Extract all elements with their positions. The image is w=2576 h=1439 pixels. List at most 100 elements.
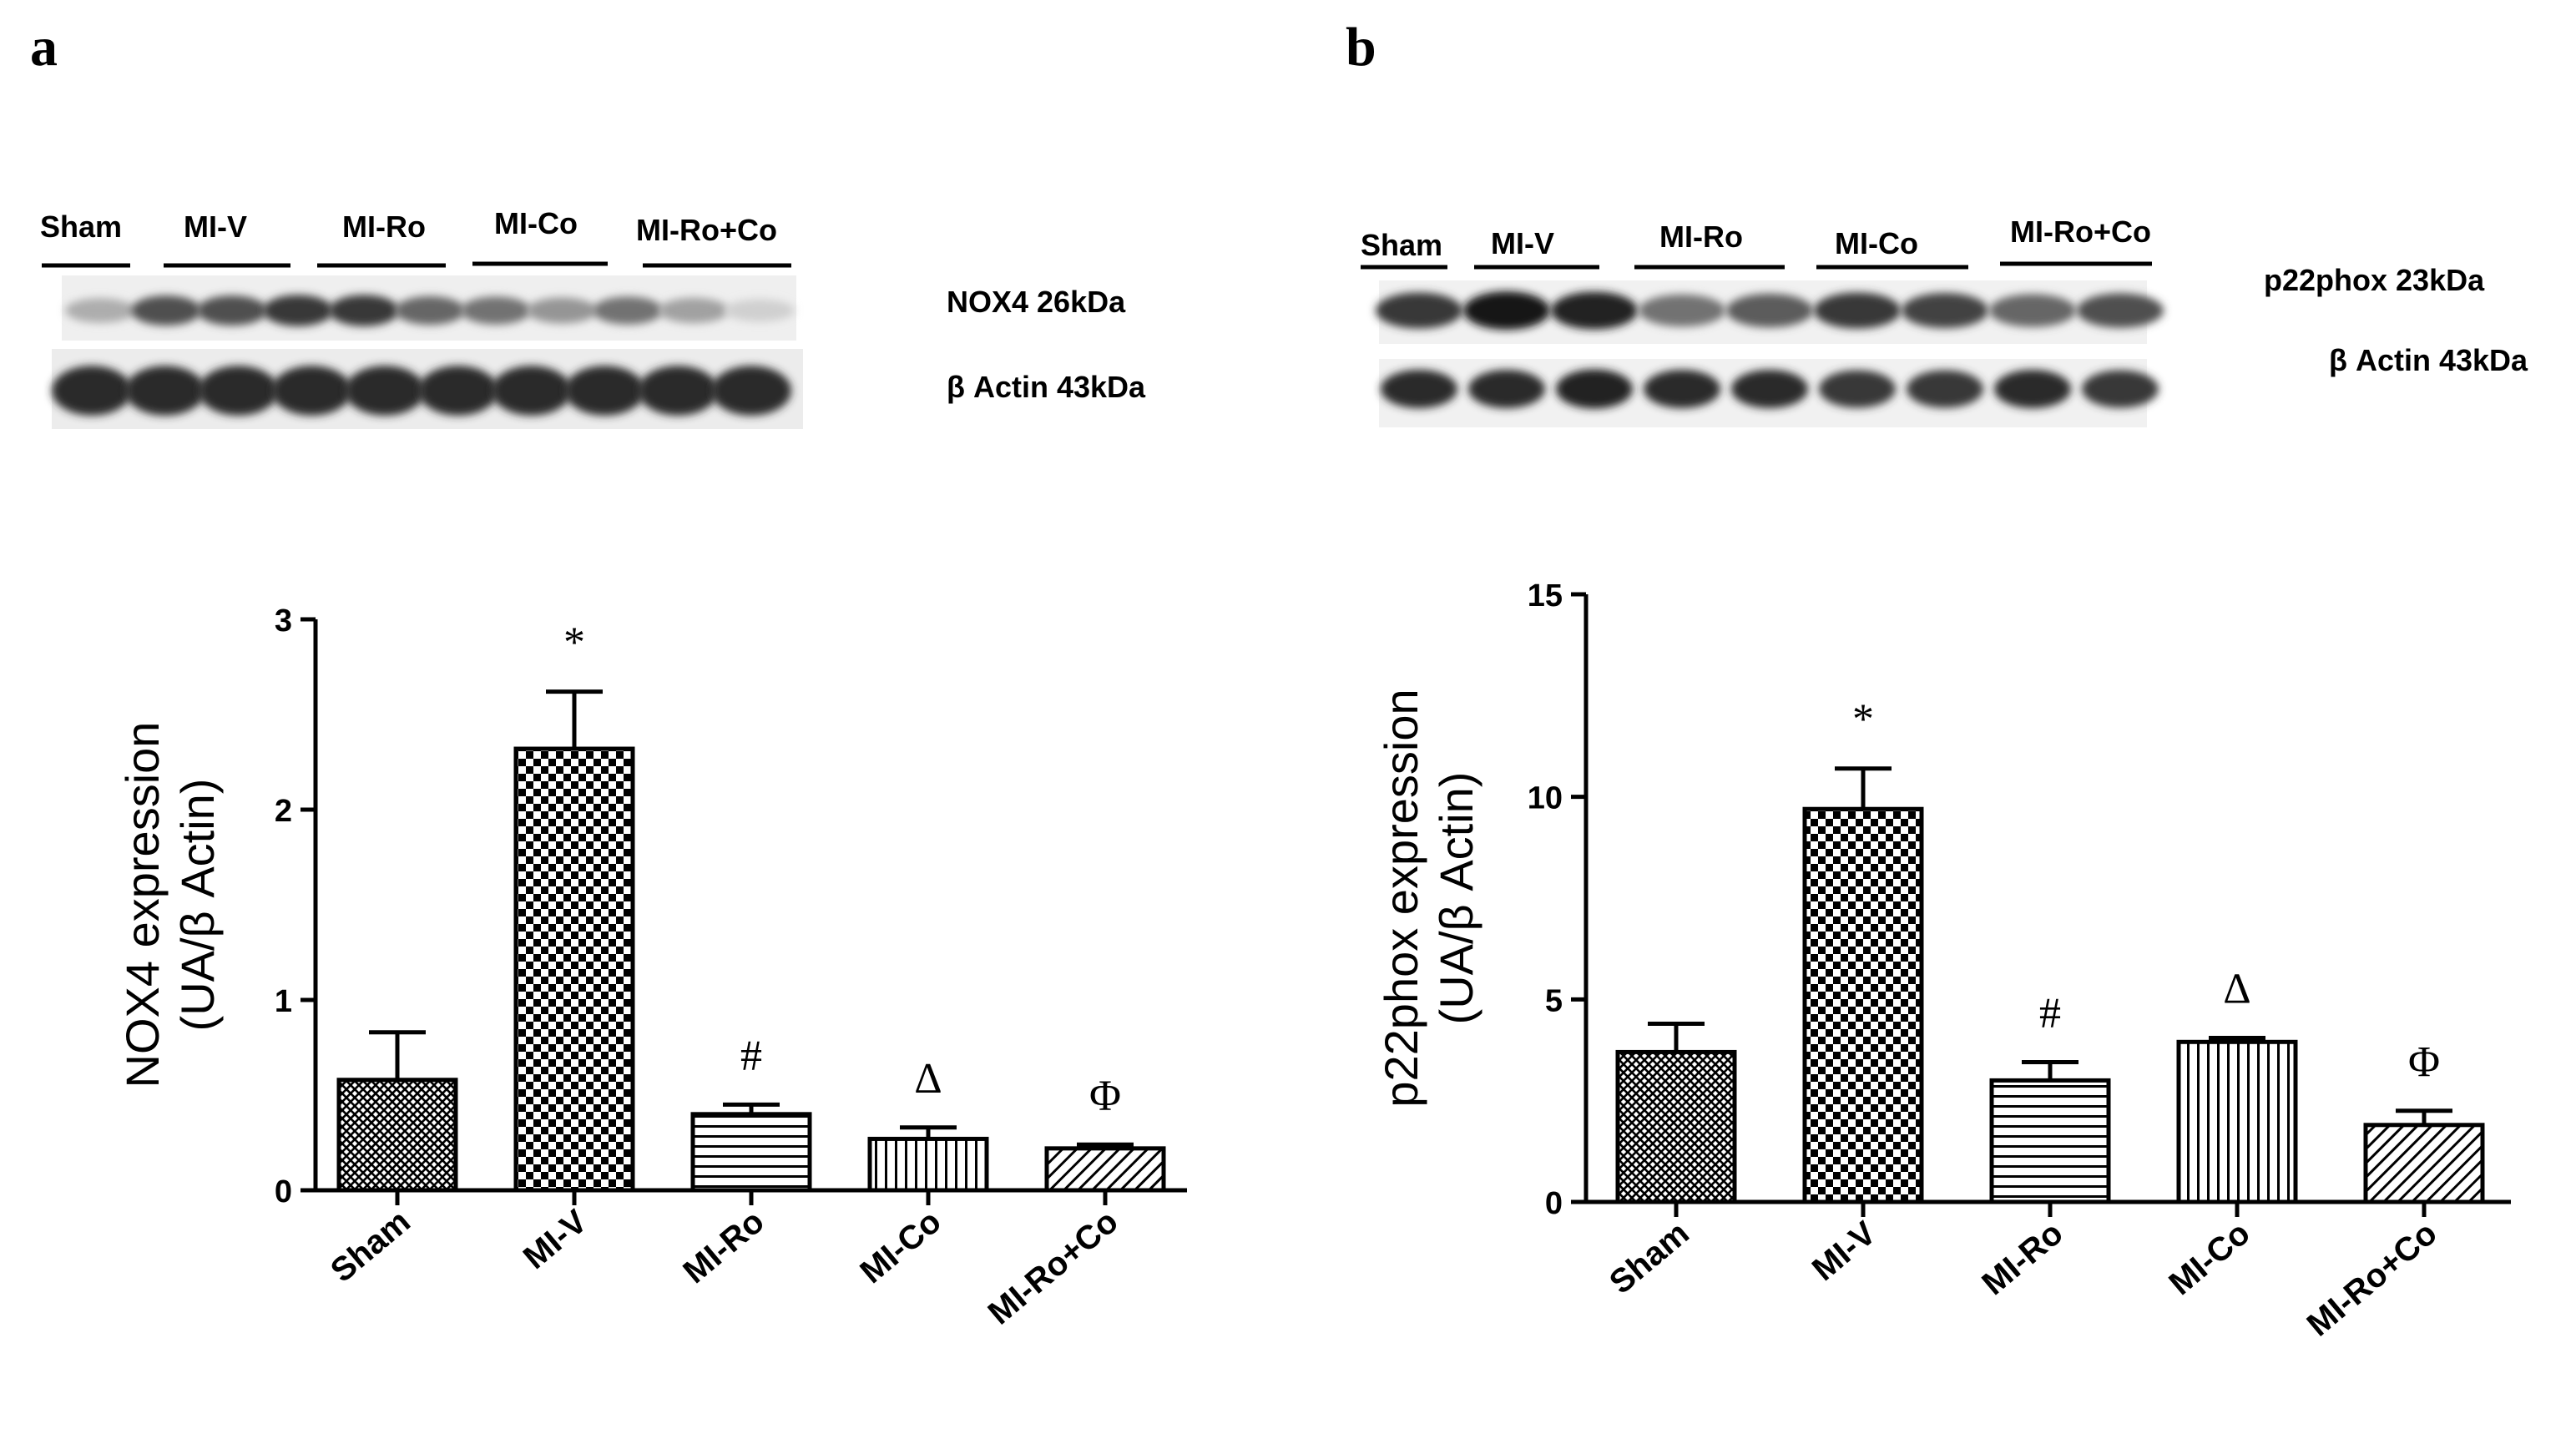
chart-a-y-title-line2: (UA/β Actin) xyxy=(171,779,224,1032)
blot-a-target-band xyxy=(197,295,267,326)
panel-b: b Sham MI-V MI-Ro MI-Co MI-Ro+Co p22phox… xyxy=(1346,17,2528,1344)
chart-b-y-tick-label: 5 xyxy=(1545,983,1563,1018)
chart-a-y-tick-label: 2 xyxy=(275,794,292,829)
blot-a-actin-bands xyxy=(52,366,791,416)
blot-a-group-sham: Sham xyxy=(40,210,122,244)
blot-b-actin-band xyxy=(1468,369,1545,409)
chart-a-sig-mi-ro: # xyxy=(740,1032,762,1079)
blot-b-actin-band xyxy=(1819,370,1896,408)
blot-a-actin-band xyxy=(345,366,426,416)
chart-b-y-title: p22phox expression (UA/β Actin) xyxy=(1375,689,1482,1107)
blot-a-target-band xyxy=(395,295,465,326)
blot-b-group-miroco: MI-Ro+Co xyxy=(2010,215,2151,249)
blot-b-actin-band xyxy=(1907,370,1983,408)
chart-a-y-tick-label: 3 xyxy=(275,603,292,639)
chart-b-sig-mi-ro-co: Φ xyxy=(2408,1038,2440,1086)
blot-b-target-band xyxy=(1551,291,1638,330)
blot-a-target-bands xyxy=(65,295,795,326)
blot-b-actin-band xyxy=(1556,369,1633,409)
blot-a-actin-band xyxy=(417,366,498,416)
blot-a-target-band xyxy=(65,298,135,323)
chart-b-bar-mi-ro xyxy=(1989,1078,2111,1204)
panel-b-letter: b xyxy=(1346,17,1376,78)
blot-b-target-band xyxy=(1376,292,1462,329)
chart-a-bar-sham xyxy=(336,1078,458,1193)
chart-b-bar-mi-co xyxy=(2176,1039,2298,1204)
chart-a-category-mi-ro: MI-Ro xyxy=(676,1203,770,1290)
blot-b-target-band xyxy=(1463,291,1550,330)
chart-b-sig-mi-ro: # xyxy=(2039,990,2061,1038)
chart-a-y-title: NOX4 expression (UA/β Actin) xyxy=(116,722,224,1088)
chart-b-category-mi-co: MI-Co xyxy=(2162,1214,2256,1302)
chart-b-y-tick-label: 10 xyxy=(1528,781,1563,816)
chart-b-category-mi-ro-co: MI-Ro+Co xyxy=(2301,1214,2444,1343)
chart-a-bar-mi-ro-co xyxy=(1044,1146,1166,1193)
chart-a-sig-mi-ro-co: Φ xyxy=(1089,1072,1121,1119)
blot-b-target-bands xyxy=(1376,291,2164,330)
blot-b-target-band xyxy=(1902,292,1988,329)
chart-a: 0 1 2 3 NOX4 expression (UA/β Actin) Sham * MI-V… xyxy=(116,603,1187,1332)
blot-a-actin-band xyxy=(198,366,279,416)
panel-a-letter: a xyxy=(30,17,58,78)
blot-a-actin-band xyxy=(271,366,352,416)
blot-a-actin-band xyxy=(564,366,645,416)
blot-a-actin-label: β Actin 43kDa xyxy=(947,370,1146,404)
chart-a-bar-mi-v xyxy=(513,746,635,1193)
blot-a-target-band xyxy=(263,295,333,326)
chart-b-y-title-line1: p22phox expression xyxy=(1375,689,1427,1107)
chart-b-sig-mi-v: * xyxy=(1852,696,1874,744)
blot-a-target-band xyxy=(659,297,729,324)
chart-b-category-mi-ro: MI-Ro xyxy=(1975,1214,2069,1302)
chart-a-category-sham: Sham xyxy=(324,1203,417,1290)
blot-a-target-band xyxy=(329,295,399,326)
blot-b-target-band xyxy=(1989,294,2076,327)
blot-a-actin-band xyxy=(124,366,205,416)
chart-b-category-sham: Sham xyxy=(1603,1214,1696,1301)
blot-b-group-miv: MI-V xyxy=(1491,226,1554,260)
blot-b-actin-label: β Actin 43kDa xyxy=(2329,343,2528,377)
chart-a-y-tick-label: 1 xyxy=(275,984,292,1019)
blot-a-target-label: NOX4 26kDa xyxy=(947,285,1126,319)
blot-b-target-band xyxy=(1814,292,1901,329)
blot-a-group-mico: MI-Co xyxy=(494,206,578,240)
chart-b-bar-mi-ro-co xyxy=(2363,1123,2485,1204)
chart-b-bar-mi-v xyxy=(1802,806,1924,1204)
blot-a-group-miv: MI-V xyxy=(184,210,247,244)
blot-a-actin-band xyxy=(491,366,572,416)
blot-a-target-band xyxy=(461,296,531,325)
chart-a-category-mi-co: MI-Co xyxy=(853,1203,947,1290)
chart-a-y-title-line1: NOX4 expression xyxy=(116,722,169,1088)
chart-a-sig-mi-v: * xyxy=(563,619,585,667)
chart-a-bar-mi-ro xyxy=(690,1112,812,1193)
blot-b-actin-band xyxy=(2082,370,2159,408)
blot-a-group-miro: MI-Ro xyxy=(342,210,426,244)
chart-a-bar-mi-co xyxy=(867,1136,989,1193)
blot-b-target-band xyxy=(1639,294,1725,327)
blot-b-target-label: p22phox 23kDa xyxy=(2264,263,2485,297)
blot-b-group-mico: MI-Co xyxy=(1835,226,1918,260)
blot-b-actin-band xyxy=(1381,369,1457,409)
blot-a-actin-band xyxy=(638,366,719,416)
panel-b-blot: Sham MI-V MI-Ro MI-Co MI-Ro+Co p22phox 2… xyxy=(1361,215,2528,427)
panel-a-blot: Sham MI-V MI-Ro MI-Co MI-Ro+Co NOX4 26kD… xyxy=(40,206,1146,429)
chart-a-category-mi-ro-co: MI-Ro+Co xyxy=(982,1203,1125,1331)
blot-b-actin-band xyxy=(1994,369,2071,409)
blot-b-actin-bands xyxy=(1381,369,2159,409)
blot-b-group-sham: Sham xyxy=(1361,228,1442,262)
chart-b-y-tick-label: 0 xyxy=(1545,1186,1563,1221)
blot-b-target-band xyxy=(2077,293,2164,328)
chart-b-bar-sham xyxy=(1615,1049,1737,1204)
panel-a: a Sham MI-V MI-Ro MI-Co MI-Ro+Co NOX4 26… xyxy=(30,17,1187,1332)
chart-b-y-tick-label: 15 xyxy=(1528,578,1563,613)
blot-b-target-band xyxy=(1726,293,1813,328)
chart-b-category-mi-v: MI-V xyxy=(1806,1214,1883,1288)
blot-a-target-band xyxy=(593,296,663,325)
blot-a-group-miroco: MI-Ro+Co xyxy=(636,213,777,247)
chart-a-y-tick-label: 0 xyxy=(275,1174,292,1209)
chart-b-y-title-line2: (UA/β Actin) xyxy=(1430,772,1482,1025)
chart-b: 0 5 10 15 p22phox expression (UA/β Actin) Sham… xyxy=(1375,578,2511,1344)
blot-a-actin-band xyxy=(711,366,791,416)
chart-b-sig-mi-co: Δ xyxy=(2223,965,2250,1012)
chart-a-sig-mi-co: Δ xyxy=(914,1055,942,1103)
